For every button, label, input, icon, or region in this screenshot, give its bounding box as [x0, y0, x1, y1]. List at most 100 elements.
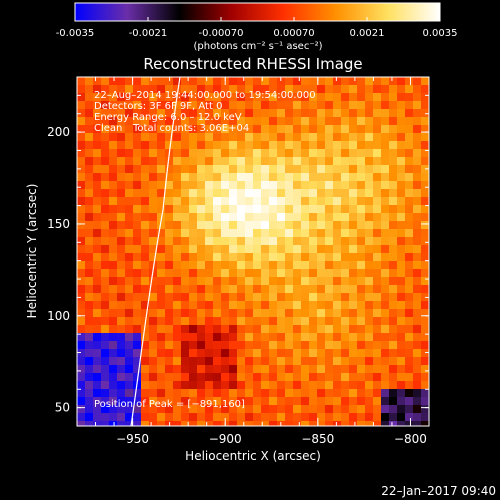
heatmap-cell: [253, 421, 262, 426]
heatmap-cell: [349, 253, 358, 262]
heatmap-cell: [341, 229, 350, 238]
heatmap-cell: [277, 365, 286, 374]
heatmap-cell: [317, 277, 326, 286]
heatmap-cell: [301, 229, 310, 238]
heatmap-cell: [149, 165, 158, 174]
heatmap-cell: [117, 285, 126, 294]
heatmap-cell: [293, 341, 302, 350]
heatmap-cell: [293, 325, 302, 334]
heatmap-cell: [397, 101, 406, 110]
heatmap-cell: [125, 293, 134, 302]
heatmap-cell: [325, 149, 334, 158]
heatmap-cell: [149, 341, 158, 350]
heatmap-cell: [93, 165, 102, 174]
heatmap-cell: [333, 365, 342, 374]
heatmap-cell: [245, 373, 254, 382]
heatmap-cell: [373, 317, 382, 326]
heatmap-cell: [253, 309, 262, 318]
heatmap-cell: [133, 93, 142, 102]
heatmap-cell: [77, 109, 86, 118]
heatmap-cell: [253, 365, 262, 374]
heatmap-cell: [125, 181, 134, 190]
heatmap-cell: [381, 357, 390, 366]
heatmap-cell: [189, 397, 198, 406]
heatmap-cell: [205, 421, 214, 426]
heatmap-cell: [333, 317, 342, 326]
heatmap-cell: [101, 365, 110, 374]
heatmap-cell: [381, 285, 390, 294]
heatmap-cell: [365, 365, 374, 374]
heatmap-cell: [221, 85, 230, 94]
heatmap-cell: [229, 173, 238, 182]
heatmap-cell: [109, 77, 118, 86]
heatmap-cell: [109, 237, 118, 246]
heatmap-cell: [213, 245, 222, 254]
heatmap-cell: [381, 261, 390, 270]
heatmap-cell: [285, 93, 294, 102]
heatmap-cell: [181, 349, 190, 358]
heatmap-cell: [261, 117, 270, 126]
heatmap-cell: [117, 389, 126, 398]
heatmap-cell: [365, 405, 374, 414]
heatmap-cell: [365, 125, 374, 134]
heatmap-cell: [277, 349, 286, 358]
heatmap-cell: [349, 341, 358, 350]
heatmap-cell: [293, 149, 302, 158]
heatmap-cell: [309, 93, 318, 102]
heatmap-cell: [229, 125, 238, 134]
heatmap-cell: [181, 117, 190, 126]
heatmap-cell: [125, 133, 134, 142]
heatmap-cell: [133, 373, 142, 382]
heatmap-cell: [325, 101, 334, 110]
heatmap-cell: [301, 261, 310, 270]
heatmap-cell: [117, 205, 126, 214]
heatmap-cell: [357, 397, 366, 406]
heatmap-cell: [365, 93, 374, 102]
heatmap-cell: [389, 149, 398, 158]
heatmap-cell: [77, 357, 86, 366]
heatmap-cell: [349, 141, 358, 150]
heatmap-cell: [373, 397, 382, 406]
heatmap-cell: [221, 301, 230, 310]
heatmap-cell: [333, 85, 342, 94]
heatmap-cell: [237, 125, 246, 134]
heatmap-cell: [405, 213, 414, 222]
heatmap-cell: [197, 205, 206, 214]
heatmap-cell: [389, 421, 398, 426]
heatmap-cell: [333, 109, 342, 118]
heatmap-cell: [117, 405, 126, 414]
heatmap-cell: [421, 333, 429, 342]
heatmap-cell: [261, 141, 270, 150]
heatmap-cell: [413, 157, 422, 166]
heatmap-cell: [77, 141, 86, 150]
heatmap-cell: [189, 269, 198, 278]
heatmap-cell: [197, 373, 206, 382]
heatmap-cell: [133, 301, 142, 310]
heatmap-cell: [181, 181, 190, 190]
heatmap-cell: [93, 325, 102, 334]
heatmap-cell: [77, 253, 86, 262]
heatmap-cell: [189, 237, 198, 246]
heatmap-cell: [293, 413, 302, 422]
heatmap-cell: [221, 365, 230, 374]
heatmap-cell: [205, 221, 214, 230]
heatmap-cell: [405, 421, 414, 426]
heatmap-cell: [333, 325, 342, 334]
heatmap-cell: [253, 245, 262, 254]
heatmap-cell: [189, 189, 198, 198]
heatmap-cell: [285, 189, 294, 198]
heatmap-cell: [133, 277, 142, 286]
heatmap-cell: [125, 77, 134, 86]
heatmap-cell: [285, 173, 294, 182]
heatmap-cell: [133, 117, 142, 126]
heatmap-cell: [413, 421, 422, 426]
heatmap-cell: [197, 389, 206, 398]
heatmap-cell: [165, 277, 174, 286]
heatmap-cell: [245, 85, 254, 94]
heatmap-cell: [245, 245, 254, 254]
heatmap-cell: [205, 189, 214, 198]
heatmap-cell: [157, 141, 166, 150]
heatmap-cell: [317, 77, 326, 86]
heatmap-cell: [213, 285, 222, 294]
heatmap-cell: [341, 125, 350, 134]
